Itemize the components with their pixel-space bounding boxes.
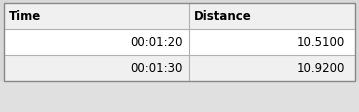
Text: Time: Time <box>9 10 41 23</box>
Text: 10.9200: 10.9200 <box>297 62 345 75</box>
Bar <box>0 81 359 112</box>
Bar <box>4 4 355 30</box>
Bar <box>4 4 355 81</box>
Bar <box>4 30 355 56</box>
Text: 00:01:20: 00:01:20 <box>131 36 183 49</box>
Text: Distance: Distance <box>194 10 252 23</box>
Bar <box>4 56 355 81</box>
Text: 00:01:30: 00:01:30 <box>131 62 183 75</box>
Text: 10.5100: 10.5100 <box>297 36 345 49</box>
